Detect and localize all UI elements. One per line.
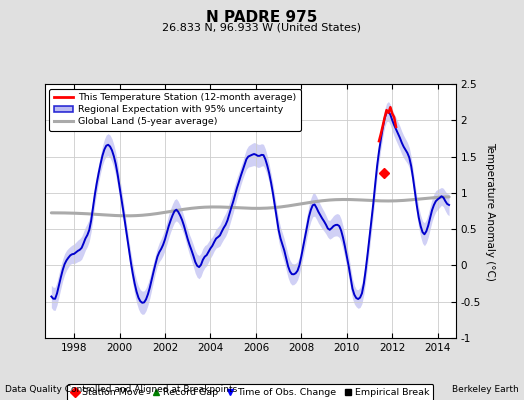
Y-axis label: Temperature Anomaly (°C): Temperature Anomaly (°C): [485, 142, 495, 280]
Text: Berkeley Earth: Berkeley Earth: [452, 385, 519, 394]
Text: 26.833 N, 96.933 W (United States): 26.833 N, 96.933 W (United States): [162, 22, 362, 32]
Text: Data Quality Controlled and Aligned at Breakpoints: Data Quality Controlled and Aligned at B…: [5, 385, 237, 394]
Legend: Station Move, Record Gap, Time of Obs. Change, Empirical Break: Station Move, Record Gap, Time of Obs. C…: [67, 384, 433, 400]
Text: N PADRE 975: N PADRE 975: [206, 10, 318, 25]
